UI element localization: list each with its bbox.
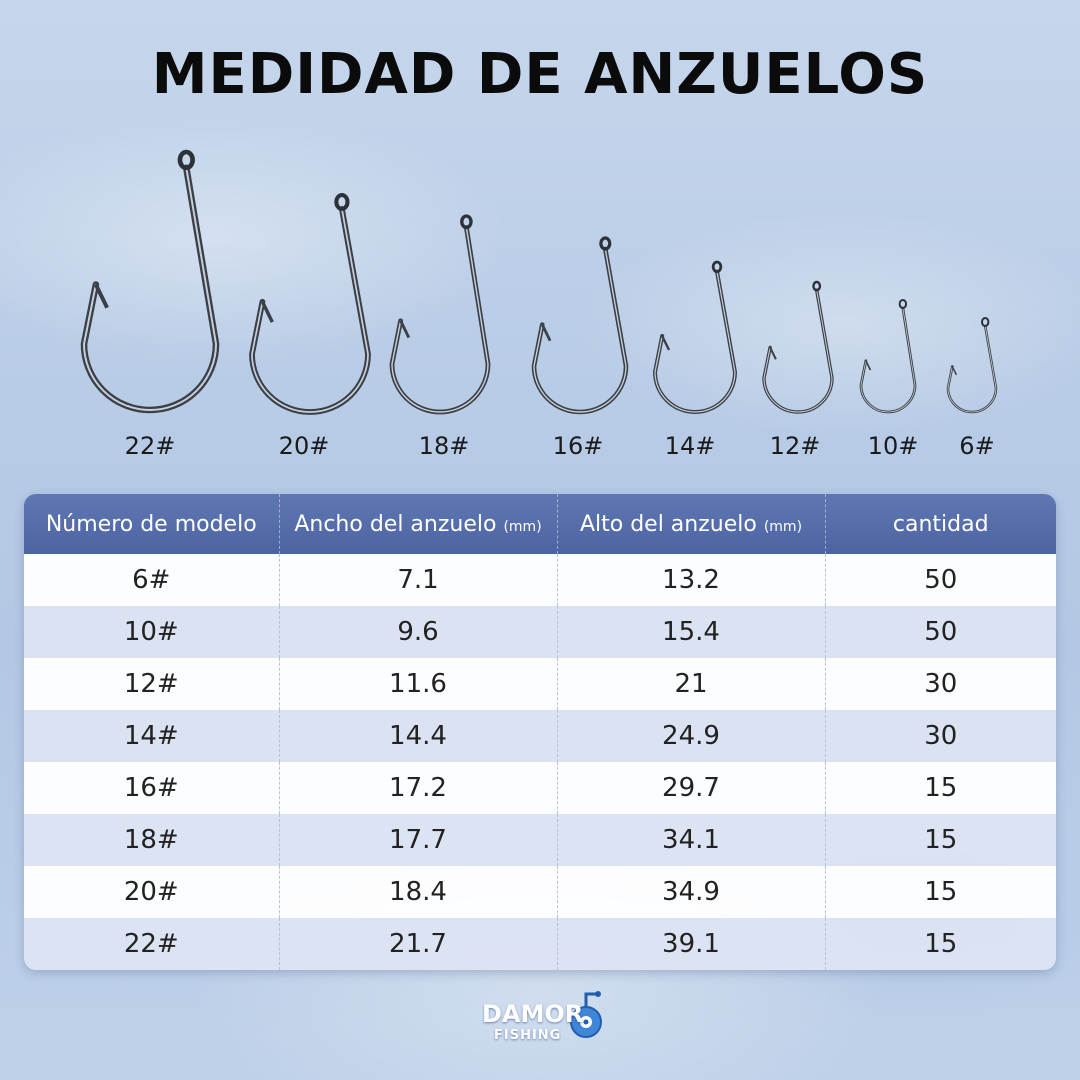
fishing-reel-icon: [570, 991, 602, 1038]
logo-name: DAMOR: [482, 1000, 584, 1028]
hook-18: [389, 225, 491, 415]
cell-qty: 30: [824, 658, 1056, 710]
hook-barb: [661, 335, 671, 351]
hook-label: 16#: [552, 432, 604, 460]
table-row: 16# 17.2 29.7 15: [24, 762, 1056, 814]
hook-barb: [94, 283, 109, 309]
cell-qty: 15: [824, 814, 1056, 866]
header-width: Ancho del anzuelo (mm): [278, 494, 557, 554]
table-row: 12# 11.6 21 30: [24, 658, 1056, 710]
hook-20: [249, 206, 371, 415]
table-row: 6# 7.1 13.2 50: [24, 554, 1056, 606]
header-qty: cantidad: [824, 494, 1056, 554]
cell-model: 10#: [123, 617, 179, 647]
hook-eye: [460, 214, 473, 230]
cell-model: 12#: [123, 669, 179, 699]
header-height: Alto del anzuelo (mm): [556, 494, 825, 554]
hook-barb: [951, 366, 958, 376]
hook-10: [859, 306, 917, 414]
hook-12: [762, 288, 834, 414]
cell-width: 9.6: [278, 606, 557, 658]
hook-barb: [399, 320, 411, 339]
cell-height: 34.9: [556, 866, 825, 918]
table-row: 22# 21.7 39.1 15: [24, 918, 1056, 970]
cell-height: 24.9: [556, 710, 825, 762]
cell-width: 14.4: [278, 710, 557, 762]
cell-width: 17.2: [278, 762, 557, 814]
table-row: 14# 14.4 24.9 30: [24, 710, 1056, 762]
hook-eye: [334, 192, 350, 211]
hook-highlight: [654, 271, 736, 413]
cell-width: 17.7: [278, 814, 557, 866]
header-model: Número de modelo: [45, 511, 257, 537]
hook-highlight: [947, 325, 997, 413]
hook-barb: [541, 323, 552, 342]
hook-label: 10#: [867, 432, 919, 460]
cell-model: 16#: [123, 773, 179, 803]
hook-eye: [177, 149, 195, 171]
cell-model: 18#: [123, 825, 179, 855]
hook-16: [531, 246, 629, 415]
hook-highlight: [391, 227, 489, 413]
cell-qty: 50: [824, 606, 1056, 658]
cell-qty: 15: [824, 918, 1056, 970]
cell-width: 7.1: [278, 554, 557, 606]
header-height-unit: (mm): [763, 518, 803, 535]
cell-model: 20#: [123, 877, 179, 907]
cell-height: 29.7: [556, 762, 825, 814]
hook-barb: [769, 346, 777, 360]
table-row: 10# 9.6 15.4 50: [24, 606, 1056, 658]
cell-qty: 50: [824, 554, 1056, 606]
damor-fishing-logo: DAMOR FISHING: [478, 988, 618, 1060]
hook-eye: [599, 236, 612, 251]
hook-label: 20#: [278, 432, 330, 460]
cell-qty: 30: [824, 710, 1056, 762]
hook-highlight: [251, 208, 369, 413]
cell-model: 14#: [123, 721, 179, 751]
hook-highlight: [860, 307, 916, 413]
hook-label: 18#: [418, 432, 470, 460]
cell-height: 13.2: [556, 554, 825, 606]
hook-label: 14#: [664, 432, 716, 460]
hook-14: [652, 269, 738, 414]
cell-width: 11.6: [278, 658, 557, 710]
logo-sub: FISHING: [494, 1028, 562, 1043]
cell-qty: 15: [824, 762, 1056, 814]
hook-label: 12#: [769, 432, 821, 460]
hook-label: 6#: [959, 432, 995, 460]
cell-height: 34.1: [556, 814, 825, 866]
hook-barb: [865, 360, 872, 371]
cell-model: 6#: [132, 565, 171, 595]
cell-height: 21: [556, 658, 825, 710]
table-row: 20# 18.4 34.9 15: [24, 866, 1056, 918]
hook-highlight: [533, 248, 627, 413]
hook-label: 22#: [124, 432, 176, 460]
hook-highlight: [763, 290, 833, 413]
hook-eye: [898, 299, 908, 309]
table-header-row: Número de modelo Ancho del anzuelo (mm) …: [24, 494, 1056, 554]
hook-eye: [711, 260, 723, 274]
hooks-illustration: [80, 149, 998, 415]
hook-eye: [812, 280, 822, 292]
header-width-unit: (mm): [503, 518, 542, 535]
hook-highlight: [83, 167, 217, 411]
cell-width: 21.7: [278, 918, 557, 970]
hook-eye: [981, 317, 990, 327]
hook-barb: [260, 301, 274, 323]
cell-model: 22#: [123, 929, 179, 959]
page-title: MEDIDAD DE ANZUELOS: [151, 42, 929, 107]
cell-qty: 15: [824, 866, 1056, 918]
cell-height: 39.1: [556, 918, 825, 970]
cell-width: 18.4: [278, 866, 557, 918]
size-table: Número de modelo Ancho del anzuelo (mm) …: [24, 494, 1056, 970]
table-row: 18# 17.7 34.1 15: [24, 814, 1056, 866]
hook-6: [946, 324, 998, 414]
cell-height: 15.4: [556, 606, 825, 658]
hook-22: [80, 164, 220, 414]
